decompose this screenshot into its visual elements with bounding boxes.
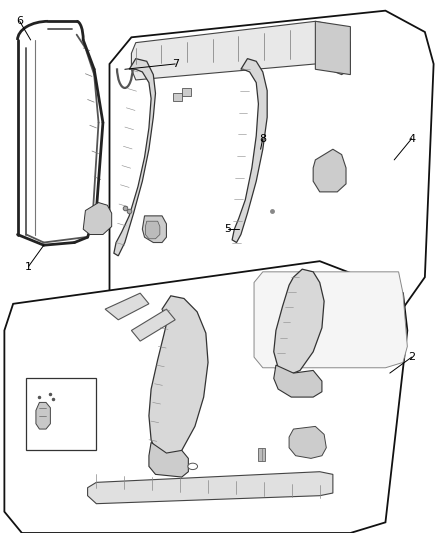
Polygon shape (232, 59, 267, 243)
Polygon shape (254, 272, 407, 368)
Polygon shape (274, 365, 322, 397)
Polygon shape (313, 149, 346, 192)
Text: 4: 4 (408, 134, 415, 143)
Polygon shape (142, 216, 166, 243)
Polygon shape (131, 309, 175, 341)
Polygon shape (26, 378, 96, 450)
Polygon shape (145, 221, 160, 239)
Polygon shape (173, 93, 182, 101)
Polygon shape (105, 293, 149, 320)
Polygon shape (114, 59, 155, 256)
Polygon shape (88, 472, 333, 504)
Polygon shape (36, 402, 50, 429)
Text: 1: 1 (25, 262, 32, 271)
Polygon shape (182, 88, 191, 96)
Text: 2: 2 (408, 352, 415, 362)
Ellipse shape (188, 463, 198, 470)
Polygon shape (149, 442, 188, 477)
Polygon shape (4, 261, 407, 533)
Text: 8: 8 (259, 134, 266, 143)
Text: 6: 6 (16, 17, 23, 26)
Polygon shape (258, 448, 265, 461)
Polygon shape (131, 21, 350, 80)
Text: 5: 5 (224, 224, 231, 234)
Polygon shape (83, 203, 112, 235)
Text: 7: 7 (172, 59, 179, 69)
Polygon shape (149, 296, 208, 461)
Polygon shape (289, 426, 326, 458)
Polygon shape (110, 11, 434, 314)
Polygon shape (315, 21, 350, 75)
Polygon shape (274, 269, 324, 376)
